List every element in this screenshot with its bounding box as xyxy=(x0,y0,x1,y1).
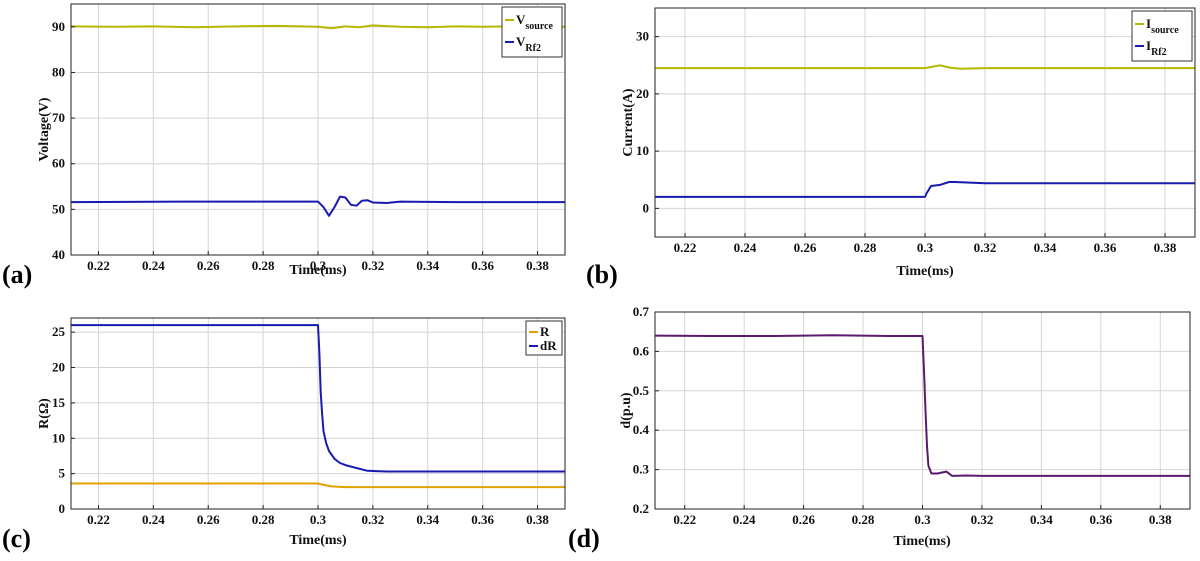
x-axis-label: Time(ms) xyxy=(289,263,347,278)
y-tick-label: 90 xyxy=(52,19,65,34)
y-tick-label: 50 xyxy=(52,201,65,216)
legend: RdR xyxy=(525,320,563,356)
x-tick-label: 0.3 xyxy=(310,512,327,527)
x-tick-label: 0.28 xyxy=(852,512,875,527)
legend-box xyxy=(525,320,563,356)
x-tick-label: 0.32 xyxy=(362,258,385,273)
x-tick-label: 0.26 xyxy=(197,512,220,527)
y-tick-label: 60 xyxy=(52,156,65,171)
chart-panel-d: 0.22 0.24 0.26 0.28 0.3 0.32 0.34 0.36 0.38 0.2 0.… xyxy=(568,304,1191,553)
panel-letter: (d) xyxy=(568,524,600,553)
x-tick-label: 0.38 xyxy=(526,258,549,273)
x-tick-label: 0.26 xyxy=(197,258,220,273)
x-tick-label: 0.34 xyxy=(416,512,439,527)
series-line-i-source xyxy=(655,64,1195,70)
y-tick-label: 0 xyxy=(643,200,650,215)
x-tick-label: 0.22 xyxy=(87,512,110,527)
y-tick-label: 10 xyxy=(52,430,65,445)
x-tick-label: 0.32 xyxy=(971,512,994,527)
legend-entry: R xyxy=(540,324,550,339)
chart-panel-c: 0.22 0.24 0.26 0.28 0.3 0.32 0.34 0.36 0.38 0 5 10 1… xyxy=(2,317,566,553)
series-line-dr xyxy=(71,324,565,473)
x-tick-label: 0.24 xyxy=(142,512,165,527)
panel-letter: (a) xyxy=(2,260,32,289)
y-tick-label: 15 xyxy=(52,395,66,410)
series-line-v-source xyxy=(70,24,566,30)
x-axis-label: Time(ms) xyxy=(289,533,347,548)
x-tick-label: 0.22 xyxy=(87,258,110,273)
x-tick-label: 0.34 xyxy=(1030,512,1053,527)
x-tick-label: 0.3 xyxy=(310,258,327,273)
y-tick-label: 0.4 xyxy=(633,422,650,437)
y-axis-label: Current(A) xyxy=(621,88,636,157)
x-tick-label: 0.3 xyxy=(914,512,931,527)
x-tick-label: 0.28 xyxy=(252,258,275,273)
chart-panel-b: 0.22 0.24 0.26 0.28 0.3 0.32 0.34 0.36 0.38 0 10 20… xyxy=(586,7,1196,289)
x-tick-label: 0.28 xyxy=(854,240,877,255)
x-tick-label: 0.22 xyxy=(674,240,697,255)
x-tick-label: 0.38 xyxy=(1154,240,1177,255)
x-tick-label: 0.36 xyxy=(471,512,494,527)
y-tick-label: 30 xyxy=(636,29,649,44)
y-tick-label: 10 xyxy=(636,143,649,158)
y-tick-label: 20 xyxy=(636,86,649,101)
x-tick-label: 0.38 xyxy=(526,512,549,527)
panel-letter: (c) xyxy=(2,524,31,553)
legend-box xyxy=(501,6,563,58)
legend-entry: VRf2 xyxy=(516,34,541,54)
series-line-i-rf2 xyxy=(655,181,1195,198)
x-tick-label: 0.22 xyxy=(673,512,696,527)
x-tick-label: 0.38 xyxy=(1149,512,1172,527)
x-tick-label: 0.34 xyxy=(1034,240,1057,255)
y-tick-label: 0.5 xyxy=(633,383,650,398)
x-tick-label: 0.34 xyxy=(416,258,439,273)
x-tick-label: 0.3 xyxy=(917,240,934,255)
y-tick-label: 20 xyxy=(52,360,65,375)
x-tick-label: 0.28 xyxy=(252,512,275,527)
x-tick-label: 0.36 xyxy=(1089,512,1112,527)
y-axis-label: R(Ω) xyxy=(37,398,52,429)
y-tick-label: 0.6 xyxy=(633,343,650,358)
legend-entry: Vsource xyxy=(516,12,554,32)
legend-entry: dR xyxy=(540,338,557,353)
x-axis-label: Time(ms) xyxy=(896,264,954,279)
y-axis-label: Voltage(V) xyxy=(37,97,52,161)
legend-box xyxy=(1131,10,1193,62)
x-tick-label: 0.32 xyxy=(362,512,385,527)
x-tick-label: 0.24 xyxy=(733,512,756,527)
y-tick-label: 5 xyxy=(59,466,66,481)
x-tick-label: 0.24 xyxy=(142,258,165,273)
x-tick-label: 0.26 xyxy=(792,512,815,527)
y-tick-label: 70 xyxy=(52,110,65,125)
x-tick-label: 0.36 xyxy=(1094,240,1117,255)
series-line-r xyxy=(71,482,565,489)
y-tick-label: 0.3 xyxy=(633,462,650,477)
y-tick-label: 40 xyxy=(52,247,65,262)
x-tick-label: 0.36 xyxy=(471,258,494,273)
legend-entry: IRf2 xyxy=(1146,38,1167,58)
y-tick-label: 0.2 xyxy=(633,501,649,516)
x-axis-label: Time(ms) xyxy=(893,534,951,549)
x-tick-label: 0.32 xyxy=(974,240,997,255)
x-tick-label: 0.26 xyxy=(794,240,817,255)
y-axis-label: d(p.u) xyxy=(619,392,634,429)
y-tick-label: 80 xyxy=(52,64,65,79)
series-line-d xyxy=(654,334,1190,477)
panel-letter: (b) xyxy=(586,260,618,289)
legend-entry: Isource xyxy=(1146,16,1179,36)
y-tick-label: 25 xyxy=(52,324,66,339)
series-line-v-rf2 xyxy=(70,195,565,217)
y-tick-label: 0.7 xyxy=(633,304,650,319)
y-tick-label: 0 xyxy=(59,501,66,516)
chart-panel-a: 0.22 0.24 0.26 0.28 0.3 0.32 0.34 0.36 0.38 40 50 6… xyxy=(2,3,566,289)
x-tick-label: 0.24 xyxy=(734,240,757,255)
